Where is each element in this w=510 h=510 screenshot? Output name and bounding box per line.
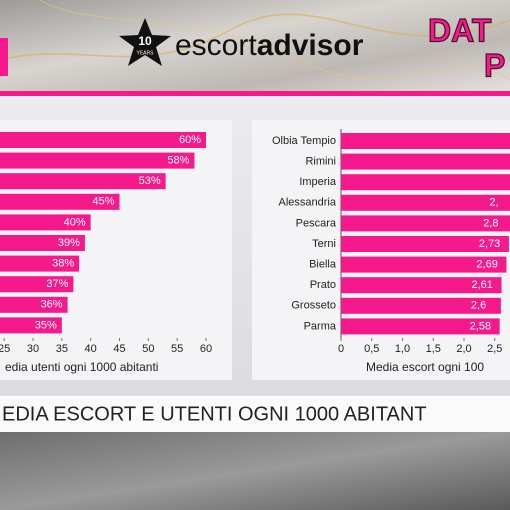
banner-text: EDIA ESCORT E UTENTI OGNI 1000 ABITANT — [2, 403, 427, 425]
bottom-marble — [0, 432, 510, 510]
gold-vein — [0, 13, 510, 61]
bar — [341, 194, 510, 211]
top-marble — [0, 0, 510, 93]
bar — [0, 193, 120, 210]
value-label: 2,73 — [479, 238, 500, 250]
pink-band — [0, 91, 510, 96]
x-tick-label: 0,5 — [364, 343, 379, 355]
bar — [0, 317, 62, 334]
x-tick-label: 1,0 — [395, 343, 410, 355]
x-tick-label: 35 — [56, 343, 68, 355]
bar — [0, 152, 195, 169]
value-label: 45% — [92, 196, 114, 208]
bar — [341, 236, 509, 252]
gold-vein — [39, 0, 510, 81]
value-label: 2, — [489, 197, 498, 209]
bar — [341, 297, 501, 314]
value-label: 37% — [46, 278, 68, 290]
value-label: 60% — [179, 134, 201, 146]
bar — [341, 277, 502, 294]
logo-star — [119, 18, 171, 66]
bar — [341, 318, 500, 335]
x-tick-label: 1,5 — [426, 343, 441, 355]
bar — [0, 296, 68, 313]
x-tick-label: 45 — [113, 343, 125, 355]
category-label: Olbia Tempio — [272, 135, 336, 147]
bar — [0, 255, 80, 272]
value-label: 2,6 — [471, 300, 486, 312]
category-label: Grosseto — [291, 300, 336, 312]
bar — [0, 173, 166, 190]
x-tick-label: 40 — [85, 343, 97, 355]
bar — [341, 256, 507, 273]
category-label: Pescara — [296, 217, 337, 229]
x-tick-label: 60 — [200, 343, 212, 355]
x-axis-title: Media escort ogni 100 — [366, 360, 484, 374]
edge-tab — [0, 38, 8, 76]
x-axis-title: edia utenti ogni 1000 abitanti — [5, 360, 158, 374]
value-label: 2,61 — [472, 279, 493, 291]
bar — [0, 276, 74, 293]
value-label: 39% — [58, 237, 80, 249]
bar — [341, 133, 510, 149]
bar — [0, 235, 85, 251]
x-tick-label: 2,5 — [487, 343, 502, 355]
value-label: 35% — [35, 319, 57, 331]
bar — [0, 132, 206, 148]
bar — [341, 174, 510, 191]
logo-text-1: escort — [175, 29, 257, 62]
logo-text-2: advisor — [257, 29, 364, 62]
category-label: Rimini — [305, 156, 336, 168]
logo-badge-sub: YEARS — [137, 50, 155, 56]
x-tick-label: 2,0 — [456, 343, 471, 355]
bar — [341, 153, 510, 170]
value-label: 58% — [167, 155, 189, 167]
value-label: 53% — [139, 175, 161, 187]
category-label: Alessandria — [279, 197, 337, 209]
value-label: 40% — [64, 216, 86, 228]
x-tick-label: 50 — [142, 343, 154, 355]
value-label: 2,69 — [476, 259, 497, 271]
x-tick-label: 0 — [338, 343, 344, 355]
banner-bg — [0, 398, 510, 432]
x-tick-label: 30 — [27, 343, 39, 355]
category-label: Biella — [309, 259, 337, 271]
value-label: 2,58 — [470, 320, 491, 332]
logo-badge: 10 — [138, 34, 152, 48]
bar — [0, 214, 91, 231]
corner-title: P — [484, 47, 505, 83]
value-label: 36% — [41, 299, 63, 311]
logo-text: escortadvisor — [175, 29, 364, 62]
x-tick-label: 55 — [171, 343, 183, 355]
bar — [341, 215, 510, 232]
category-label: Imperia — [299, 176, 337, 188]
corner-title: DAT — [428, 12, 492, 48]
value-label: 2,8 — [483, 217, 498, 229]
category-label: Prato — [310, 279, 336, 291]
category-label: Terni — [312, 238, 336, 250]
category-label: Parma — [304, 320, 337, 332]
value-label: 38% — [52, 258, 74, 270]
x-tick-label: 25 — [0, 343, 10, 355]
